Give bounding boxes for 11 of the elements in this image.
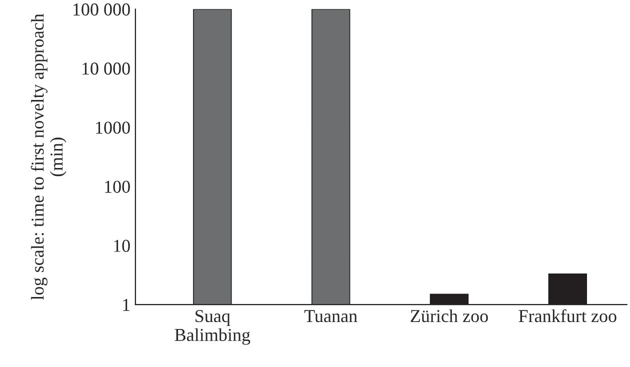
x-tick-label: Zürich zoo [410, 309, 488, 322]
y-tick-label: 1000 [96, 122, 130, 134]
x-tick-label: Tuanan [304, 310, 358, 322]
y-tick-label: 10 000 [82, 62, 130, 75]
y-tick-label: 100 [105, 180, 130, 193]
y-tick-label: 100 000 [73, 3, 130, 16]
x-tick-label: Suaq Balimbing [174, 310, 250, 345]
x-tick-label: Frankfurt zoo [518, 309, 616, 322]
y-tick-label: 1 [123, 298, 130, 311]
y-tick-label: 10 [114, 240, 130, 252]
y-axis-title: log scale: time to first novelty approach (min) [30, 14, 66, 300]
